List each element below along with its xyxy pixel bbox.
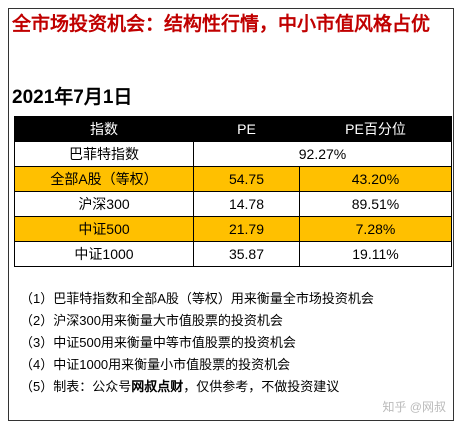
row: 全部A股（等权） 54.75 43.20% [14,166,452,192]
cell: 巴菲特指数 [14,141,194,167]
note: （5）制表：公众号网叔点财，仅供参考，不做投资建议 [20,376,374,398]
cell: 7.28% [299,216,452,242]
note: （3）中证500用来衡量中等市值股票的投资机会 [20,335,296,350]
cell: 43.20% [299,166,452,192]
row: 中证500 21.79 7.28% [14,216,452,242]
cell: 35.87 [193,241,300,267]
pe-table: 指数 PE PE百分位 巴菲特指数 92.27% 全部A股（等权） 54.75 … [14,116,452,267]
cell: 21.79 [193,216,300,242]
column-header: PE [193,116,300,142]
title: 全市场投资机会：结构性行情，中小市值风格占优 [12,14,431,35]
cell: 中证1000 [14,241,194,267]
note: （2）沪深300用来衡量大市值股票的投资机会 [20,313,283,328]
note-text: ，仅供参考，不做投资建议 [183,379,340,394]
cell: 14.78 [193,191,300,217]
column-header: PE百分位 [299,116,452,142]
cell: 中证500 [14,216,194,242]
cell: 89.51% [299,191,452,217]
row: 中证1000 35.87 19.11% [14,241,452,267]
watermark: 知乎 @网叔 [382,400,446,414]
cell: 19.11% [299,241,452,267]
header-row: 指数 PE PE百分位 [14,116,452,142]
date: 2021年7月1日 [12,87,133,108]
note: （4）中证1000用来衡量小市值股票的投资机会 [20,357,291,372]
cell: 92.27% [193,141,452,167]
cell: 沪深300 [14,191,194,217]
note-text: （5）制表：公众号 [20,379,132,394]
row: 沪深300 14.78 89.51% [14,191,452,217]
note: （1）巴菲特指数和全部A股（等权）用来衡量全市场投资机会 [20,291,374,306]
notes: （1）巴菲特指数和全部A股（等权）用来衡量全市场投资机会 （2）沪深300用来衡… [20,288,374,398]
frame [8,8,454,421]
column-header: 指数 [14,116,194,142]
cell: 全部A股（等权） [14,166,194,192]
row: 巴菲特指数 92.27% [14,141,452,167]
cell: 54.75 [193,166,300,192]
note-bold: 网叔点财 [131,379,184,394]
